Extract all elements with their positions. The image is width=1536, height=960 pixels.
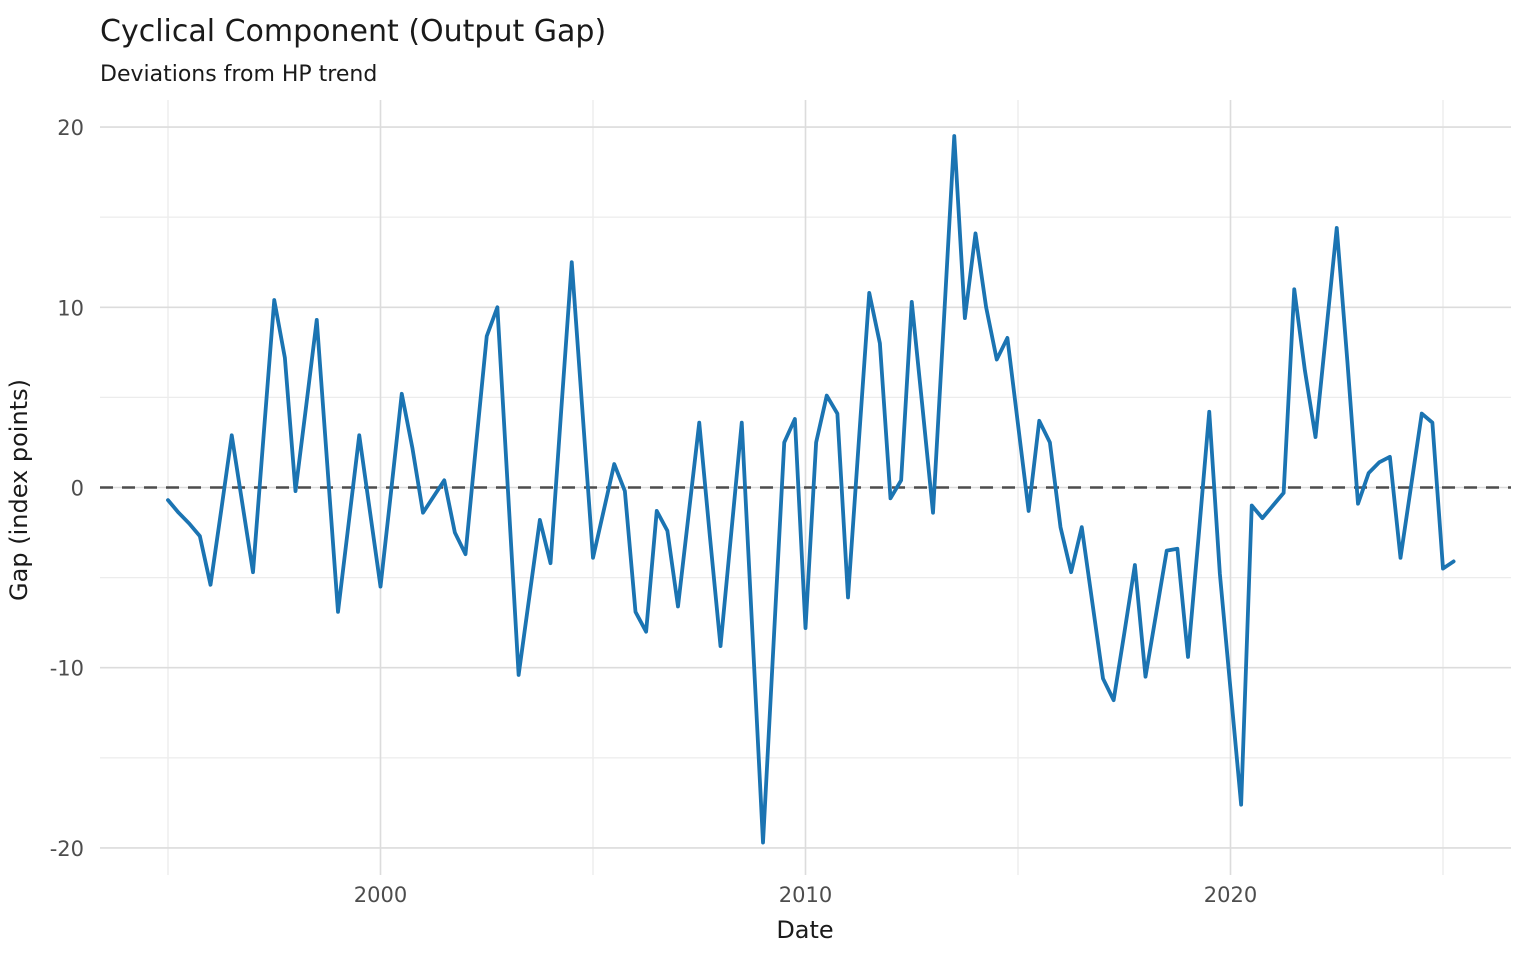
chart-subtitle: Deviations from HP trend xyxy=(100,62,377,87)
x-axis-title: Date xyxy=(776,916,833,944)
y-axis-title: Gap (index points) xyxy=(5,379,33,601)
y-axis-tick-labels: 20 10 0 -10 -20 xyxy=(50,116,84,861)
y-tick-label: 0 xyxy=(71,477,84,501)
output-gap-series-line xyxy=(166,134,1456,845)
y-tick-label: 10 xyxy=(57,296,84,320)
x-tick-label: 2020 xyxy=(1204,883,1257,907)
y-tick-label: -10 xyxy=(50,657,84,681)
x-tick-label: 2000 xyxy=(354,883,407,907)
chart-title: Cyclical Component (Output Gap) xyxy=(100,14,606,49)
y-tick-label: -20 xyxy=(50,837,84,861)
y-tick-label: 20 xyxy=(57,116,84,140)
x-axis-tick-labels: 2000 2010 2020 xyxy=(354,883,1257,907)
x-tick-label: 2010 xyxy=(779,883,832,907)
